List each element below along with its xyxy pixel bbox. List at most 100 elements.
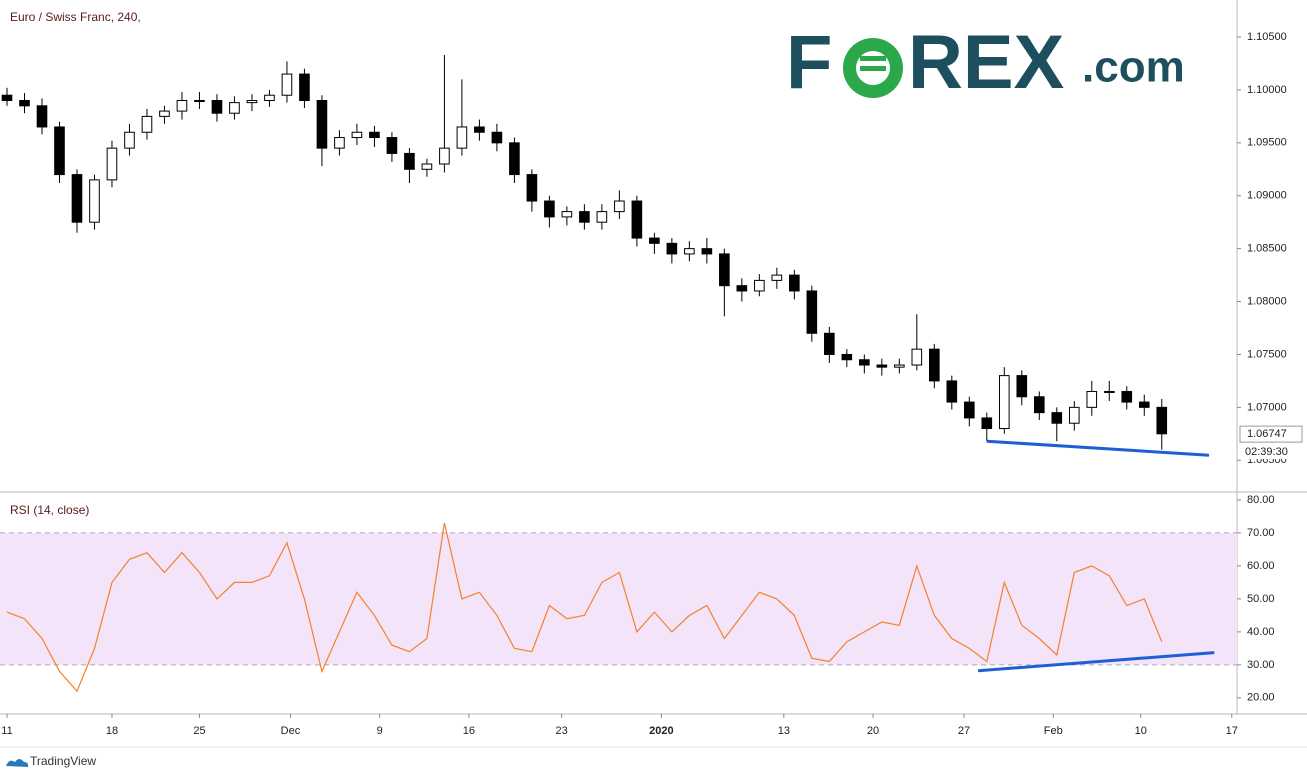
candle-body bbox=[596, 211, 608, 223]
candle-body bbox=[334, 137, 345, 149]
y-tick-label: 40.00 bbox=[1247, 626, 1275, 638]
candle-body bbox=[159, 110, 170, 117]
candle-body bbox=[859, 359, 870, 366]
candle-body bbox=[36, 105, 48, 128]
y-tick-label: 1.09500 bbox=[1247, 137, 1287, 149]
y-tick-label: 1.08000 bbox=[1247, 295, 1287, 307]
logo-text: F bbox=[786, 20, 832, 105]
last-price-box bbox=[1239, 425, 1303, 443]
candle-body bbox=[1086, 390, 1098, 408]
rsi-line bbox=[6, 522, 1163, 693]
x-tick-label: 2020 bbox=[649, 725, 673, 737]
rsi-band bbox=[0, 532, 1237, 665]
x-tick-label: 11 bbox=[1, 725, 12, 737]
candle-body bbox=[806, 290, 818, 334]
x-tick-label: 17 bbox=[1226, 725, 1238, 737]
x-tick-label: Feb bbox=[1044, 725, 1063, 737]
rsi-title: RSI (14, close) bbox=[10, 503, 89, 517]
candle-body bbox=[684, 248, 695, 255]
candle-body bbox=[544, 200, 555, 218]
countdown-box bbox=[1240, 443, 1302, 460]
candle-body bbox=[264, 94, 275, 102]
candle-body bbox=[509, 142, 520, 176]
candle-body bbox=[106, 147, 118, 181]
candle-body bbox=[981, 417, 993, 430]
candle-body bbox=[963, 401, 975, 419]
x-tick-label: 10 bbox=[1135, 725, 1147, 737]
candle-body bbox=[614, 200, 625, 213]
y-tick-label: 50.00 bbox=[1247, 593, 1275, 605]
chart-title: Euro / Swiss Franc, 240, bbox=[10, 10, 141, 24]
candle-body bbox=[719, 253, 730, 287]
y-tick-label: 1.10500 bbox=[1247, 31, 1287, 43]
candle-body bbox=[946, 380, 958, 403]
x-tick-label: 13 bbox=[778, 725, 790, 737]
candle-body bbox=[386, 137, 398, 154]
candle-body bbox=[474, 126, 485, 133]
candle-body bbox=[124, 131, 135, 149]
candle-body bbox=[928, 348, 940, 382]
logo-coin-bar bbox=[860, 56, 886, 61]
candle-body bbox=[631, 200, 643, 239]
candle-body bbox=[1156, 406, 1168, 435]
candle-body bbox=[211, 100, 223, 114]
y-tick-label: 70.00 bbox=[1247, 527, 1275, 539]
candle-body bbox=[789, 274, 800, 292]
candle-body bbox=[1051, 412, 1063, 424]
countdown: 02:39:30 bbox=[1245, 446, 1288, 458]
candle-body bbox=[71, 174, 83, 223]
candle-body bbox=[246, 100, 258, 104]
candle-body bbox=[876, 364, 888, 368]
y-tick-label: 1.10000 bbox=[1247, 84, 1287, 96]
candle-body bbox=[754, 279, 765, 292]
y-tick-label: 30.00 bbox=[1247, 659, 1275, 671]
candle-body bbox=[1, 94, 13, 102]
last-price-label: 1.06747 bbox=[1247, 428, 1287, 440]
logo-coin-bar bbox=[860, 66, 886, 71]
logo-text: REX bbox=[908, 20, 1065, 105]
candle-body bbox=[351, 131, 363, 139]
candle-body bbox=[1068, 406, 1080, 424]
candle-body bbox=[579, 211, 590, 223]
candle-body bbox=[439, 147, 450, 165]
candle-body bbox=[194, 100, 205, 103]
x-tick-label: 18 bbox=[106, 725, 118, 737]
y-tick-label: 80.00 bbox=[1247, 494, 1275, 506]
candle-body bbox=[1121, 390, 1133, 403]
candle-body bbox=[701, 248, 713, 255]
y-tick-label: 1.07000 bbox=[1247, 401, 1287, 413]
candle-body bbox=[89, 179, 100, 223]
candle-body bbox=[894, 364, 905, 368]
candle-body bbox=[1016, 375, 1028, 398]
candle-body bbox=[736, 285, 748, 292]
trendline bbox=[977, 651, 1215, 673]
x-tick-label: 9 bbox=[377, 725, 383, 737]
candle-body bbox=[404, 152, 415, 170]
candle-body bbox=[421, 163, 433, 170]
x-tick-label: 25 bbox=[193, 725, 205, 737]
candle-body bbox=[666, 242, 678, 255]
candle-body bbox=[229, 102, 240, 114]
candle-body bbox=[841, 353, 853, 361]
candle-body bbox=[299, 73, 310, 102]
x-tick-label: 27 bbox=[958, 725, 970, 737]
logo-suffix: .com bbox=[1082, 43, 1185, 92]
logo: F REX .com bbox=[786, 20, 1185, 105]
candle-body bbox=[561, 211, 573, 218]
y-tick-label: 1.09000 bbox=[1247, 190, 1287, 202]
x-tick-label: 20 bbox=[867, 725, 879, 737]
candle-body bbox=[1033, 396, 1045, 414]
candle-body bbox=[1103, 390, 1115, 393]
candle-body bbox=[824, 332, 835, 355]
candle-body bbox=[19, 100, 30, 107]
x-tick-label: 16 bbox=[463, 725, 475, 737]
candle-body bbox=[911, 348, 923, 366]
y-tick-label: 1.08500 bbox=[1247, 243, 1287, 255]
candle-body bbox=[369, 131, 380, 139]
candle-body bbox=[998, 375, 1010, 430]
x-tick-label: 23 bbox=[556, 725, 568, 737]
candle-body bbox=[141, 115, 153, 133]
candle-body bbox=[176, 100, 188, 112]
candle-body bbox=[526, 174, 538, 202]
